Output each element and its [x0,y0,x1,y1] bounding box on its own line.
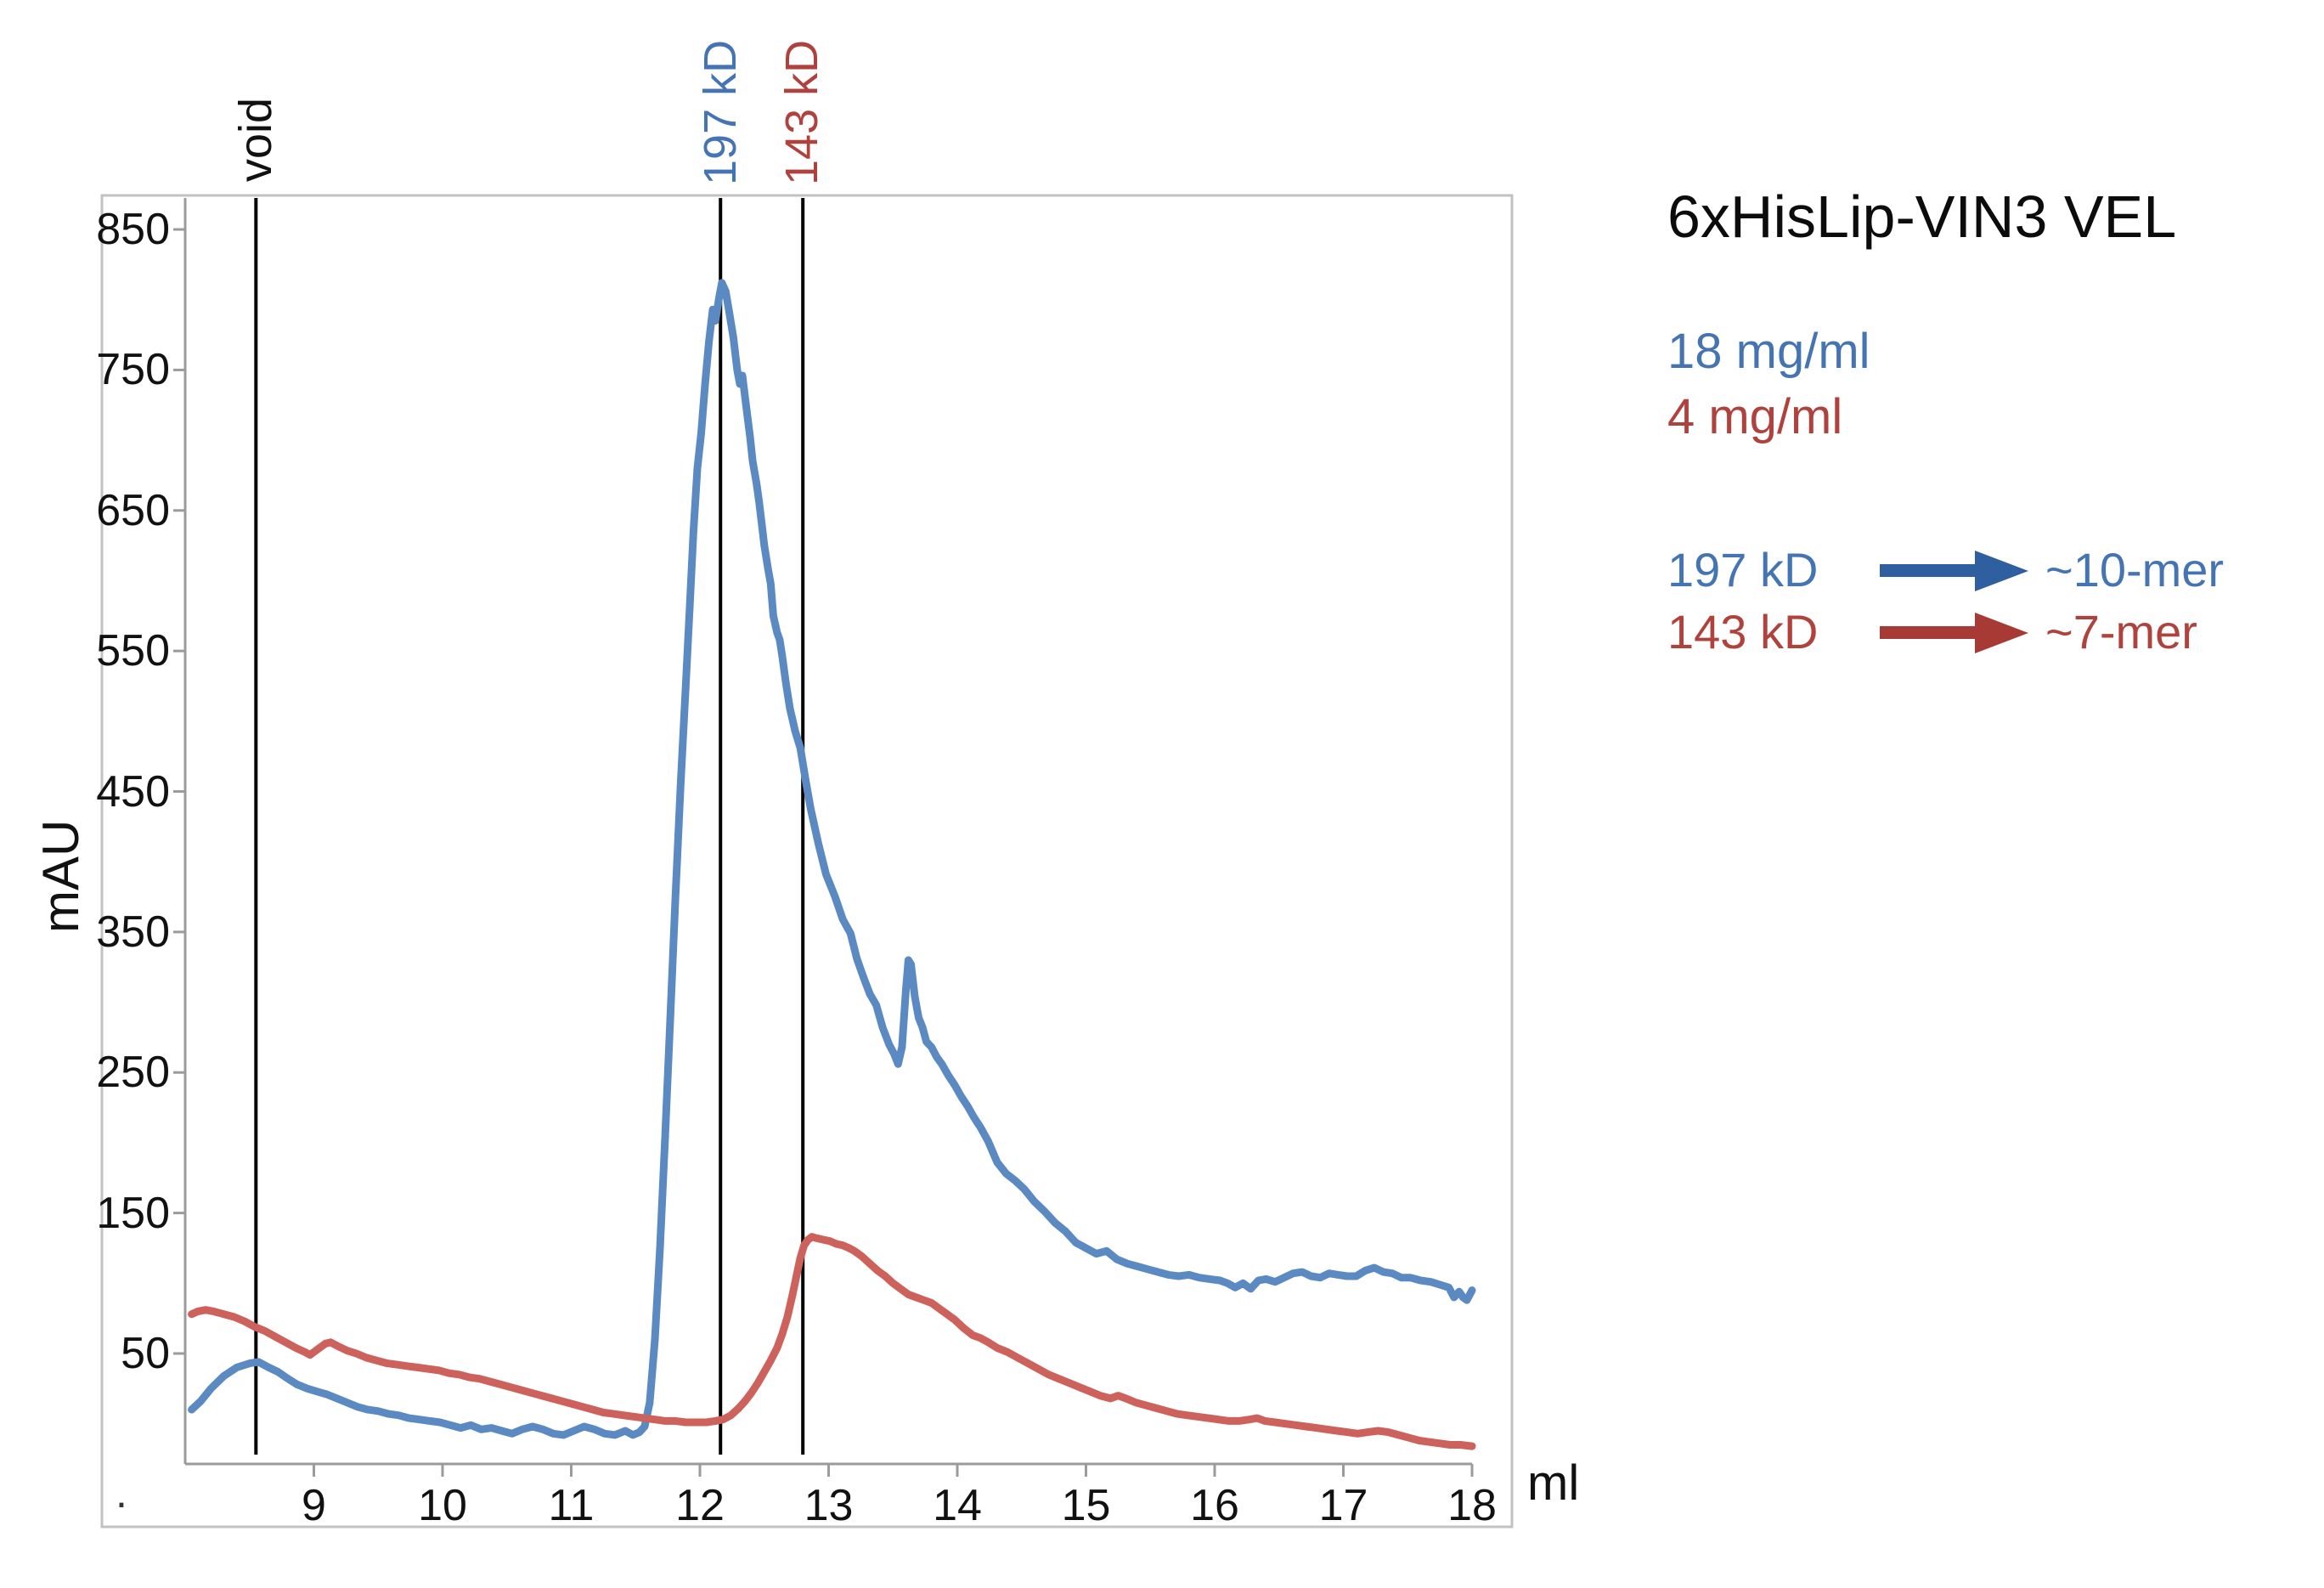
x-axis-tick-label: 16 [1190,1481,1239,1530]
y-axis-tick-label: 50 [121,1329,170,1378]
y-axis-tick-label: 850 [96,205,170,255]
x-axis-tick-label: 13 [804,1481,854,1530]
y-axis-tick-label: 550 [96,626,170,676]
arrow-head [1975,551,2028,591]
legend-concentration-red: 4 mg/ml [1667,389,1843,444]
void-marker-label: void [230,97,281,182]
x-axis-tick-label: 14 [933,1481,982,1530]
stray-period-mark: . [116,1469,127,1517]
peak-143kd-label: 143 kD [776,39,827,185]
x-axis-tick-label: 11 [548,1481,595,1530]
legend-oligomer-red: ~7-mer [2045,605,2197,658]
arrow-shaft [1880,626,1980,639]
x-axis-tick-label: 9 [302,1481,326,1530]
x-axis-tick-label: 12 [675,1481,725,1530]
y-axis-tick-label: 450 [96,766,170,817]
legend-concentration-blue: 18 mg/ml [1667,324,1870,379]
peak-197kd-label: 197 kD [695,39,746,185]
arrow-head [1975,613,2028,653]
y-axis-tick-label: 350 [96,907,170,957]
figure-title: 6xHisLip-VIN3 VEL [1667,184,2177,250]
legend-oligomer-blue: ~10-mer [2045,543,2225,596]
arrow-shaft [1880,564,1980,577]
y-axis-tick-label: 150 [96,1188,170,1238]
legend-mass-blue: 197 kD [1667,543,1819,596]
x-axis-tick-label: 17 [1318,1481,1368,1530]
x-axis-title: ml [1527,1455,1580,1511]
x-axis-tick-label: 18 [1447,1481,1497,1530]
right-arrow-icon [1880,613,2028,653]
x-axis-tick-label: 10 [418,1481,467,1530]
y-axis-tick-label: 650 [96,485,170,535]
y-axis-tick-label: 750 [96,345,170,395]
y-axis-tick-label: 250 [96,1048,170,1098]
legend-mass-red: 143 kD [1667,605,1819,658]
right-arrow-icon [1880,551,2028,591]
x-axis-tick-label: 15 [1061,1481,1111,1530]
